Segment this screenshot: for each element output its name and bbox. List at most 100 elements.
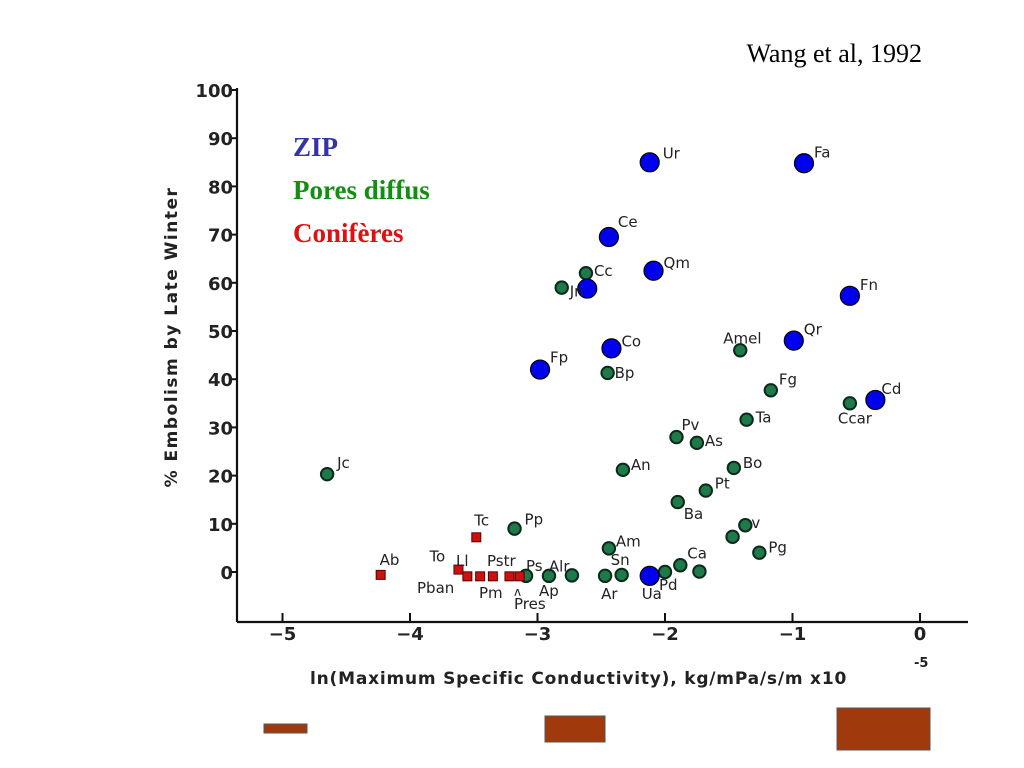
y-tick-label: 20 bbox=[208, 467, 233, 488]
x-tick-label: −2 bbox=[651, 624, 679, 645]
point-label: Qr bbox=[804, 321, 823, 339]
small-bar bbox=[263, 723, 308, 734]
diffuse-point bbox=[541, 568, 557, 584]
legend-pores-diffus: Pores diffus bbox=[293, 175, 430, 205]
point-annotation: Pres bbox=[514, 595, 546, 613]
diffuse-point bbox=[564, 568, 580, 583]
diffuse-point bbox=[669, 429, 684, 445]
x-axis-exponent: -5 bbox=[914, 656, 928, 671]
point-label: Bo bbox=[743, 454, 762, 472]
y-tick-label: 40 bbox=[208, 370, 233, 391]
zip-point bbox=[577, 278, 598, 299]
y-tick-label: 10 bbox=[208, 515, 233, 536]
point-label: As bbox=[705, 432, 723, 450]
y-tick-label: 70 bbox=[208, 226, 233, 247]
point-label: Pd bbox=[659, 576, 678, 594]
diffuse-point bbox=[692, 564, 707, 579]
diffuse-point bbox=[752, 545, 767, 560]
point-label: Jc bbox=[336, 454, 350, 472]
conifer-point bbox=[475, 571, 486, 582]
y-tick-label: 100 bbox=[195, 81, 233, 102]
diffuse-point bbox=[614, 567, 629, 583]
medium-bar bbox=[544, 715, 606, 743]
conifer-point bbox=[504, 571, 515, 582]
zip-point bbox=[639, 152, 660, 173]
point-label: Pv bbox=[681, 416, 699, 434]
point-label: Am bbox=[616, 532, 641, 550]
point-label: Sn bbox=[611, 551, 630, 569]
point-label: Qm bbox=[664, 254, 690, 272]
diffuse-point bbox=[554, 280, 569, 295]
point-label: Bp bbox=[615, 364, 635, 382]
diffuse-point bbox=[578, 265, 594, 281]
data-points bbox=[319, 152, 886, 586]
point-label: Cc bbox=[594, 262, 613, 280]
point-label: Ce bbox=[618, 213, 638, 231]
axis-ticks: 0 10 20 30 40 50 60 70 80 90 100 −5 −4 −3 −2 −1 0 bbox=[195, 81, 926, 645]
y-tick-label: 60 bbox=[208, 274, 233, 295]
point-label: Fg bbox=[779, 370, 797, 388]
y-tick-label: 0 bbox=[220, 563, 233, 584]
legend-coniferes: Conifères bbox=[293, 218, 403, 248]
y-tick-label: 90 bbox=[208, 129, 233, 150]
zip-point bbox=[598, 226, 620, 248]
diffuse-point bbox=[733, 343, 748, 358]
point-label: Pg bbox=[768, 539, 787, 557]
point-label: v bbox=[751, 514, 760, 532]
zip-point bbox=[793, 153, 815, 174]
point-label: Ta bbox=[755, 409, 772, 427]
diffuse-point bbox=[673, 558, 688, 573]
zip-point bbox=[643, 260, 664, 281]
diffuse-point bbox=[725, 529, 740, 545]
diffuse-point bbox=[600, 365, 615, 381]
point-label: Fa bbox=[814, 143, 830, 161]
point-label: Amel bbox=[723, 329, 761, 347]
point-label: Ar bbox=[601, 585, 618, 603]
point-annotation: Pm bbox=[479, 584, 503, 602]
diffuse-point bbox=[597, 568, 613, 584]
point-label: Ur bbox=[663, 144, 681, 162]
diffuse-point bbox=[739, 412, 754, 427]
point-label: Ap bbox=[539, 582, 559, 600]
conifer-point bbox=[453, 564, 464, 575]
point-label: Alr bbox=[549, 557, 570, 575]
point-label: To bbox=[428, 548, 445, 566]
point-label: Fp bbox=[550, 349, 568, 367]
y-axis-label: % Embolism by Late Winter bbox=[162, 187, 182, 488]
diffuse-point bbox=[319, 466, 335, 482]
point-label: Ab bbox=[380, 551, 400, 569]
point-label: Ua bbox=[642, 585, 662, 603]
x-tick-label: −1 bbox=[779, 624, 807, 645]
diffuse-point bbox=[763, 383, 779, 398]
diffuse-point bbox=[601, 541, 617, 556]
conifer-point bbox=[462, 571, 473, 582]
diffuse-point bbox=[738, 518, 753, 533]
zip-point bbox=[639, 565, 660, 586]
x-tick-label: −5 bbox=[269, 624, 297, 645]
x-tick-label: 0 bbox=[914, 624, 927, 645]
diffuse-point bbox=[842, 396, 858, 411]
legend: ZIP Pores diffus Conifères bbox=[293, 132, 430, 248]
y-tick-label: 30 bbox=[208, 418, 233, 439]
x-axis-label: ln(Maximum Specific Conductivity), kg/mP… bbox=[310, 669, 847, 689]
conifer-point bbox=[514, 571, 525, 582]
scatter-plot: 0 10 20 30 40 50 60 70 80 90 100 −5 −4 −3 −2 −1 0 Ur Fa Ce… bbox=[195, 81, 968, 645]
point-label: Pp bbox=[525, 511, 544, 529]
point-label: Jn bbox=[569, 283, 584, 301]
point-label: Pt bbox=[715, 475, 730, 493]
diffuse-point bbox=[689, 435, 705, 451]
point-label: Ca bbox=[687, 544, 707, 562]
diffuse-point bbox=[698, 483, 713, 498]
x-tick-label: −3 bbox=[524, 624, 552, 645]
zip-point bbox=[783, 330, 804, 351]
large-bar bbox=[836, 707, 931, 751]
diffuse-point bbox=[507, 521, 522, 536]
zip-point bbox=[865, 389, 886, 411]
annotation-arrow: ʌ bbox=[514, 585, 521, 599]
point-labels: Ur Fa Ce Qm Fn Qr Co Fp Cd Ua Cc Jn Amel Bp Fg Ccar Ta Pv… bbox=[336, 143, 901, 613]
conifer-point bbox=[487, 571, 498, 582]
footer-bars bbox=[263, 707, 931, 751]
point-annotation: Ll bbox=[456, 552, 469, 570]
zip-point bbox=[839, 285, 860, 306]
